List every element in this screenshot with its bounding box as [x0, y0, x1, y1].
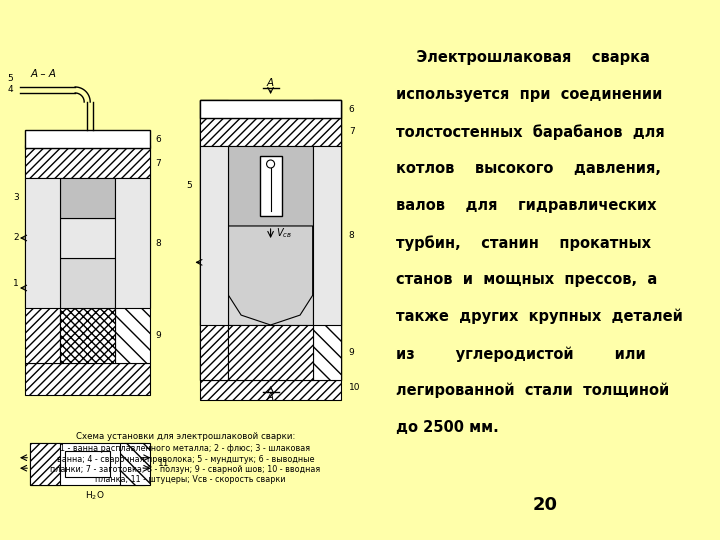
Circle shape [266, 160, 274, 168]
Text: 5: 5 [7, 74, 13, 83]
Text: 1: 1 [13, 279, 19, 287]
Polygon shape [115, 145, 150, 363]
Text: планки; 7 - заготовка; 8 - ползун; 9 - сварной шов; 10 - вводная: планки; 7 - заготовка; 8 - ползун; 9 - с… [50, 465, 320, 474]
Polygon shape [25, 145, 60, 363]
Polygon shape [25, 363, 150, 395]
Text: 6: 6 [156, 134, 161, 144]
Text: 11: 11 [158, 460, 170, 469]
Polygon shape [312, 146, 341, 325]
Text: планка; 11 - штуцеры; Vсв - скорость сварки: планка; 11 - штуцеры; Vсв - скорость сва… [85, 476, 286, 484]
Text: 9: 9 [348, 348, 354, 357]
Text: 3: 3 [13, 193, 19, 202]
Text: легированной  стали  толщиной: легированной стали толщиной [396, 383, 669, 399]
Text: турбин,    станин    прокатных: турбин, станин прокатных [396, 235, 651, 251]
Text: 9: 9 [156, 332, 161, 341]
Polygon shape [228, 146, 312, 226]
Polygon shape [30, 443, 60, 485]
Polygon shape [200, 380, 341, 400]
Text: 5: 5 [186, 181, 192, 191]
Text: также  других  крупных  деталей: также других крупных деталей [396, 309, 683, 325]
Text: станов  и  мощных  прессов,  а: станов и мощных прессов, а [396, 272, 657, 287]
Text: используется  при  соединении: используется при соединении [396, 87, 662, 102]
Polygon shape [25, 178, 60, 308]
Text: 20: 20 [533, 496, 558, 514]
Text: $V_{св}$: $V_{св}$ [276, 226, 292, 240]
Text: А: А [267, 78, 274, 88]
Text: Электрошлаковая    сварка: Электрошлаковая сварка [396, 50, 649, 65]
Text: А: А [267, 392, 274, 402]
Polygon shape [312, 100, 341, 380]
Polygon shape [228, 325, 312, 380]
Polygon shape [60, 308, 115, 363]
Polygon shape [200, 146, 228, 325]
Text: Схема установки для электрошлаковой сварки:: Схема установки для электрошлаковой свар… [76, 432, 295, 441]
Polygon shape [30, 443, 145, 485]
Text: 1 - ванна расплавленного металла; 2 - флюс; 3 - шлаковая: 1 - ванна расплавленного металла; 2 - фл… [60, 444, 310, 453]
Text: котлов    высокого    давления,: котлов высокого давления, [396, 161, 661, 176]
Text: валов    для    гидравлических: валов для гидравлических [396, 198, 656, 213]
Text: 7: 7 [156, 159, 161, 167]
Polygon shape [260, 156, 282, 216]
Text: А – А: А – А [30, 69, 56, 79]
Text: H$_2$O: H$_2$O [86, 490, 105, 503]
Polygon shape [25, 148, 150, 178]
Text: толстостенных  барабанов  для: толстостенных барабанов для [396, 124, 665, 140]
Polygon shape [115, 178, 150, 308]
Text: из        углеродистой        или: из углеродистой или [396, 346, 646, 361]
Text: 10: 10 [348, 383, 360, 393]
Polygon shape [60, 218, 115, 258]
Polygon shape [60, 258, 115, 308]
Text: 4: 4 [7, 85, 13, 94]
Polygon shape [200, 100, 341, 380]
Polygon shape [60, 178, 115, 218]
Polygon shape [228, 226, 312, 325]
Text: 6: 6 [348, 105, 354, 113]
Polygon shape [200, 100, 228, 380]
Polygon shape [200, 118, 341, 146]
Polygon shape [65, 451, 110, 477]
Text: до 2500 мм.: до 2500 мм. [396, 420, 498, 435]
Text: 2: 2 [13, 233, 19, 242]
Text: ванна; 4 - сварочная проволока; 5 - мундштук; 6 - выводные: ванна; 4 - сварочная проволока; 5 - мунд… [57, 455, 314, 463]
Polygon shape [120, 443, 150, 485]
Polygon shape [228, 226, 312, 325]
Text: 8: 8 [348, 231, 354, 240]
Polygon shape [200, 100, 341, 118]
Polygon shape [25, 130, 150, 148]
Text: 8: 8 [156, 239, 161, 247]
Text: 7: 7 [348, 127, 354, 137]
